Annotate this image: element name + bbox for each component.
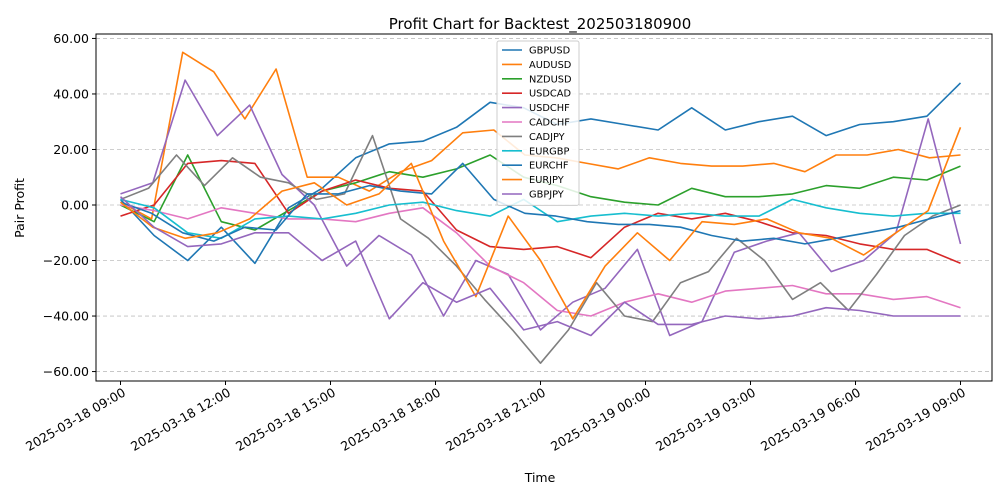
y-tick-label: 20.00 <box>53 142 89 157</box>
series-line-gbpjpy <box>119 196 961 337</box>
x-axis-label: Time <box>524 470 556 485</box>
series-line-cadjpy <box>120 134 961 365</box>
plot-frame <box>95 33 993 382</box>
y-tick-label: 0.00 <box>61 198 89 213</box>
legend-label: EURGBP <box>529 146 569 157</box>
legend: GBPUSD AUDUSD NZDUSD USDCAD USDCHF CADCHF CADJ… <box>496 40 580 206</box>
legend-frame <box>496 40 580 206</box>
series-line-eurjpy <box>120 127 962 320</box>
y-axis: −60.00 −40.00 −20.00 0.00 20.00 40.00 60.00 <box>43 31 96 379</box>
y-axis-label: Pair Profit <box>12 178 27 238</box>
legend-label: GBPJPY <box>529 190 564 201</box>
chart-title: Profit Chart for Backtest_202503180900 <box>389 15 692 34</box>
legend-label: CADJPY <box>529 132 565 143</box>
y-tick-label: −20.00 <box>43 253 89 268</box>
series-line-usdchf <box>120 79 962 337</box>
legend-label: GBPUSD <box>529 46 570 57</box>
series-line-cadchf <box>120 204 961 317</box>
series-line-eurchf <box>120 162 961 245</box>
legend-label: EURJPY <box>529 175 564 186</box>
legend-label: NZDUSD <box>529 74 572 85</box>
series-line-usdcad <box>120 159 961 265</box>
series-line-eurgbp <box>120 198 961 240</box>
legend-label: CADCHF <box>529 118 570 129</box>
legend-label: AUDUSD <box>529 60 571 71</box>
y-tick-label: 40.00 <box>53 86 89 101</box>
legend-label: USDCAD <box>529 89 571 100</box>
y-tick-label: 60.00 <box>53 31 89 46</box>
legend-label: USDCHF <box>529 103 570 114</box>
y-tick-label: −60.00 <box>43 364 89 379</box>
y-tick-label: −40.00 <box>43 309 89 324</box>
legend-label: EURCHF <box>529 161 569 172</box>
